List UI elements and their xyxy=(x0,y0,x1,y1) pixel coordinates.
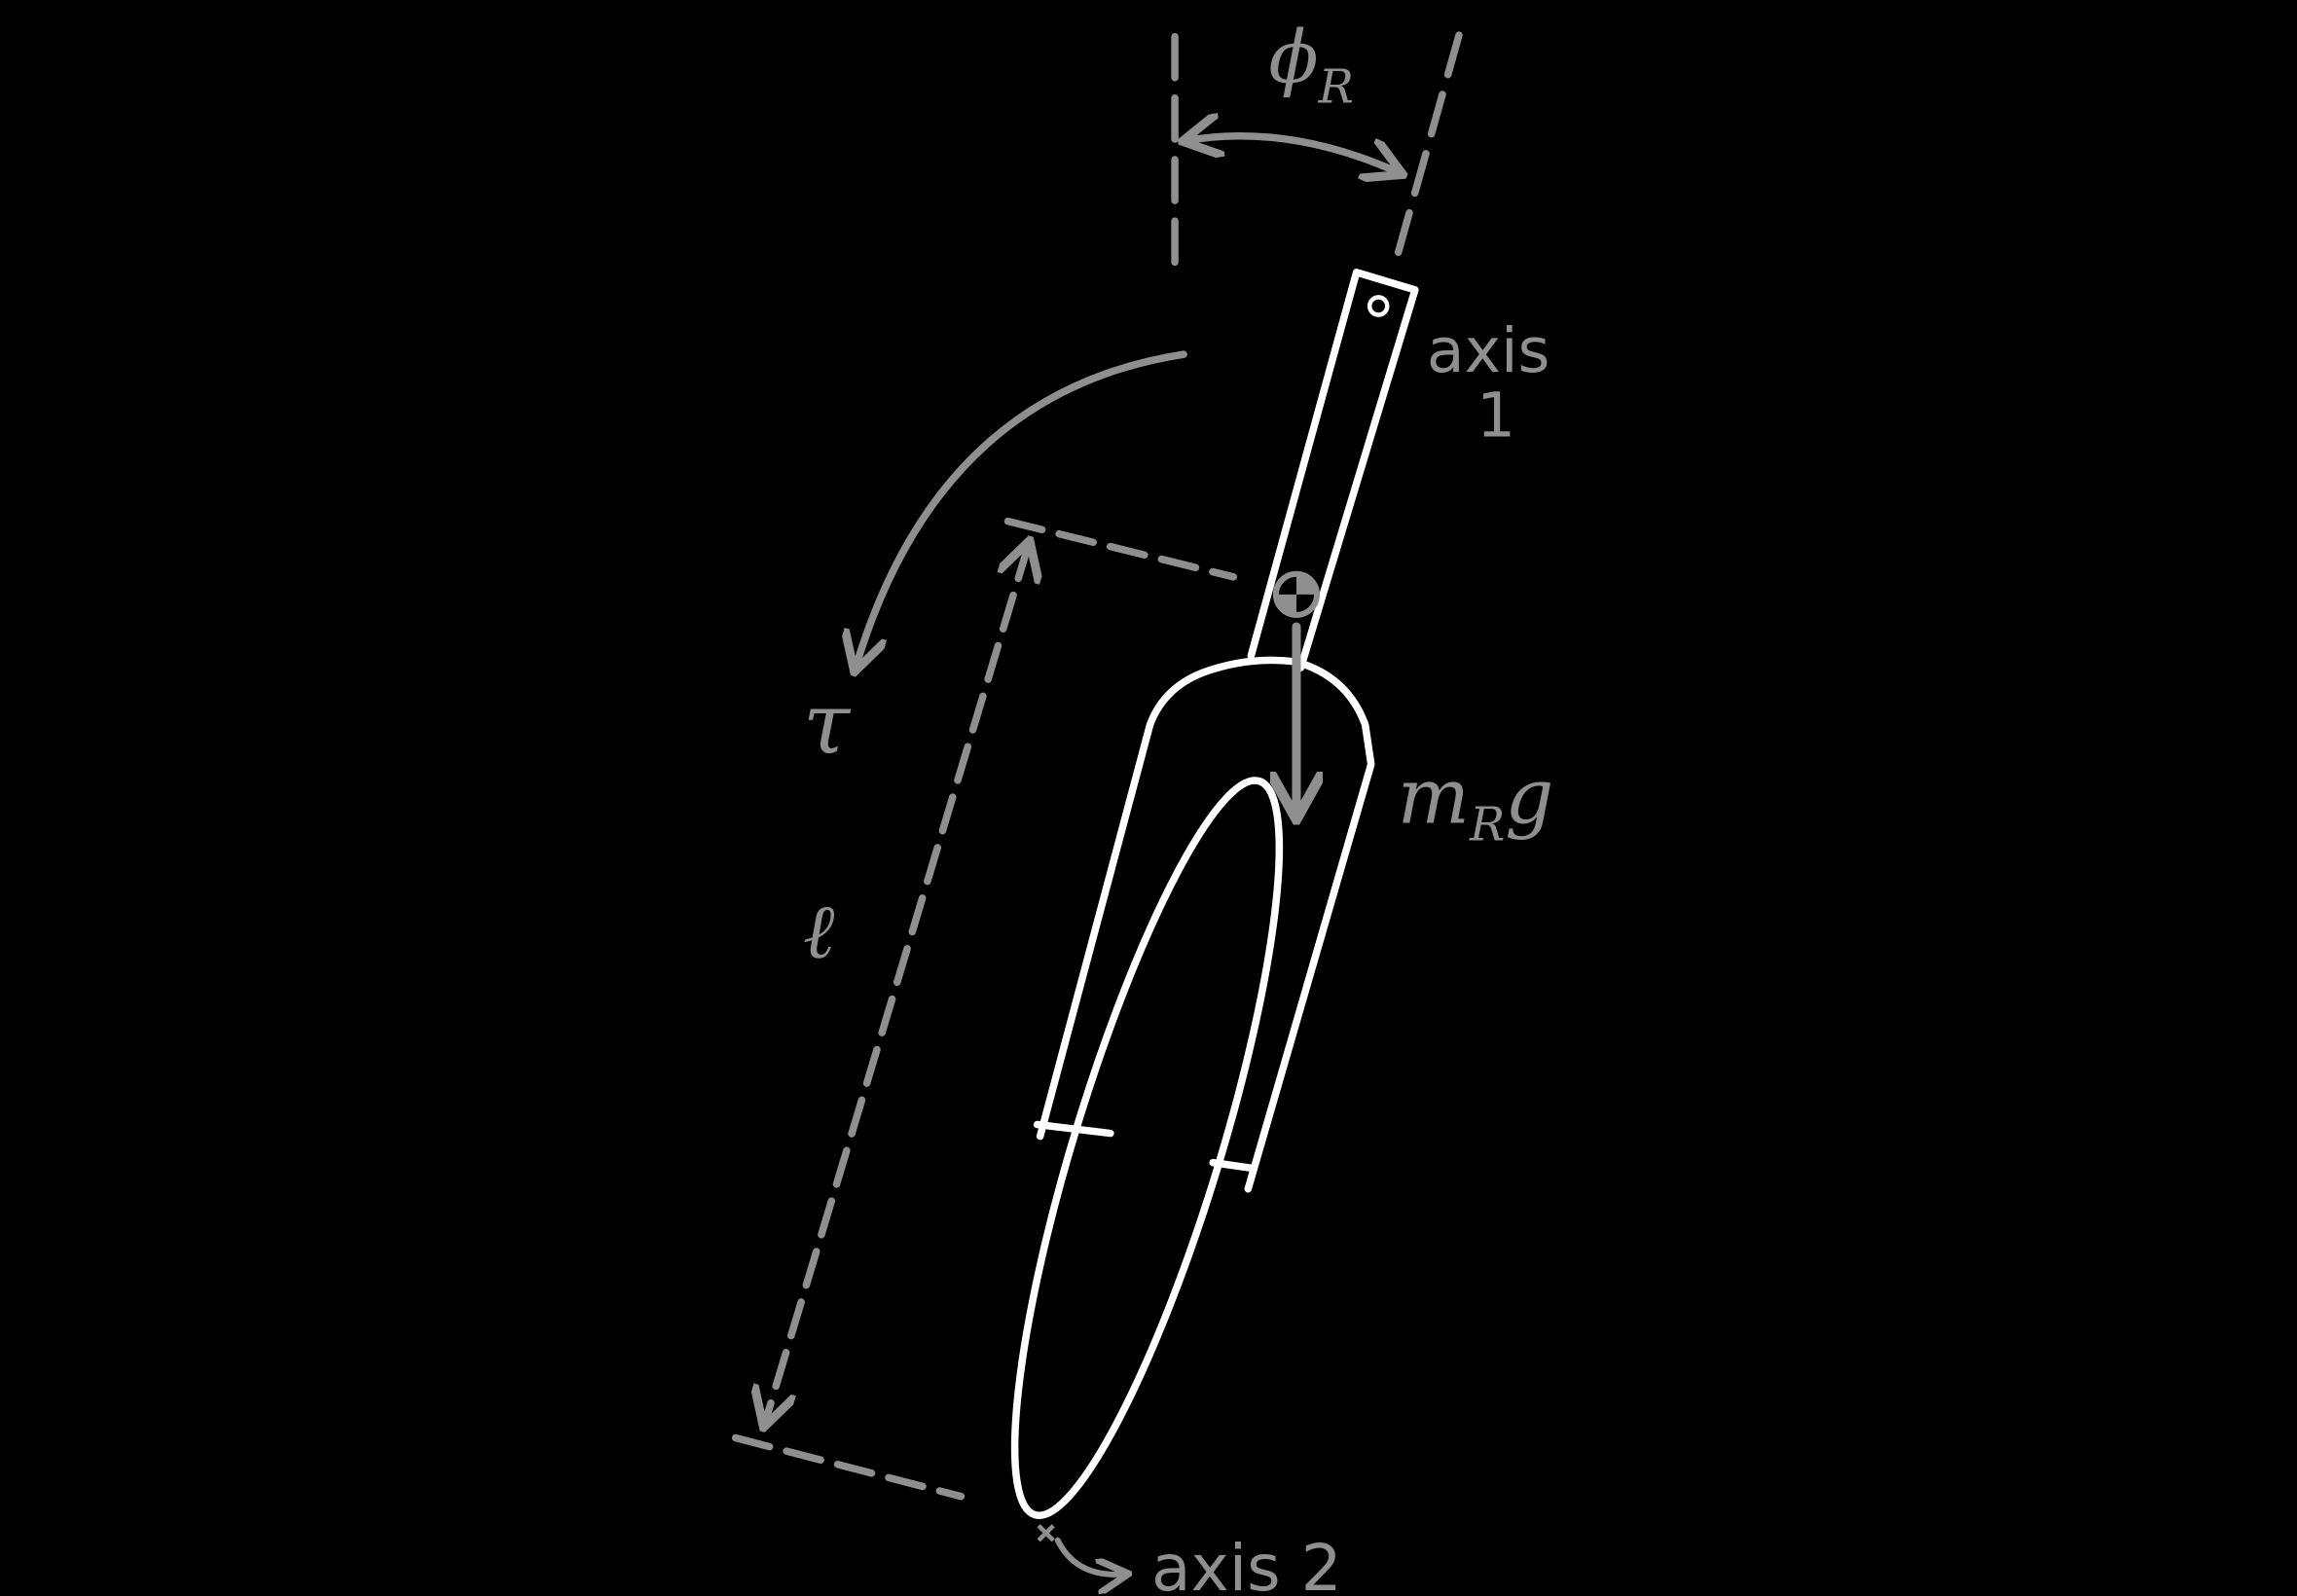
length-top-extension xyxy=(1003,517,1238,581)
phi-angle-arc xyxy=(1186,136,1399,173)
torque-arrow xyxy=(856,350,1187,668)
steerer-tube xyxy=(1247,269,1419,671)
length-bottom-extension xyxy=(731,1433,966,1501)
fork-outer-outline xyxy=(1036,656,1375,1193)
center-of-mass-icon xyxy=(1272,570,1321,618)
wheel-outline xyxy=(1010,777,1284,1519)
length-dimension-line xyxy=(765,545,1029,1424)
ell-label: ℓ xyxy=(803,888,835,976)
axis2-pointer-arrow xyxy=(1054,1537,1125,1575)
axis2-contact-icon xyxy=(1037,1524,1055,1542)
mass-gravity-label: mRg xyxy=(1398,753,1554,852)
axis1-pivot-icon xyxy=(1367,295,1390,317)
tau-label: τ xyxy=(803,673,852,773)
tilted-reference-line xyxy=(1392,31,1463,265)
axis2-label: axis 2 xyxy=(1151,1531,1342,1596)
axis1-label: axis xyxy=(1427,314,1550,386)
phi-label: ϕR xyxy=(1268,14,1354,114)
axis1-number: 1 xyxy=(1477,379,1515,451)
